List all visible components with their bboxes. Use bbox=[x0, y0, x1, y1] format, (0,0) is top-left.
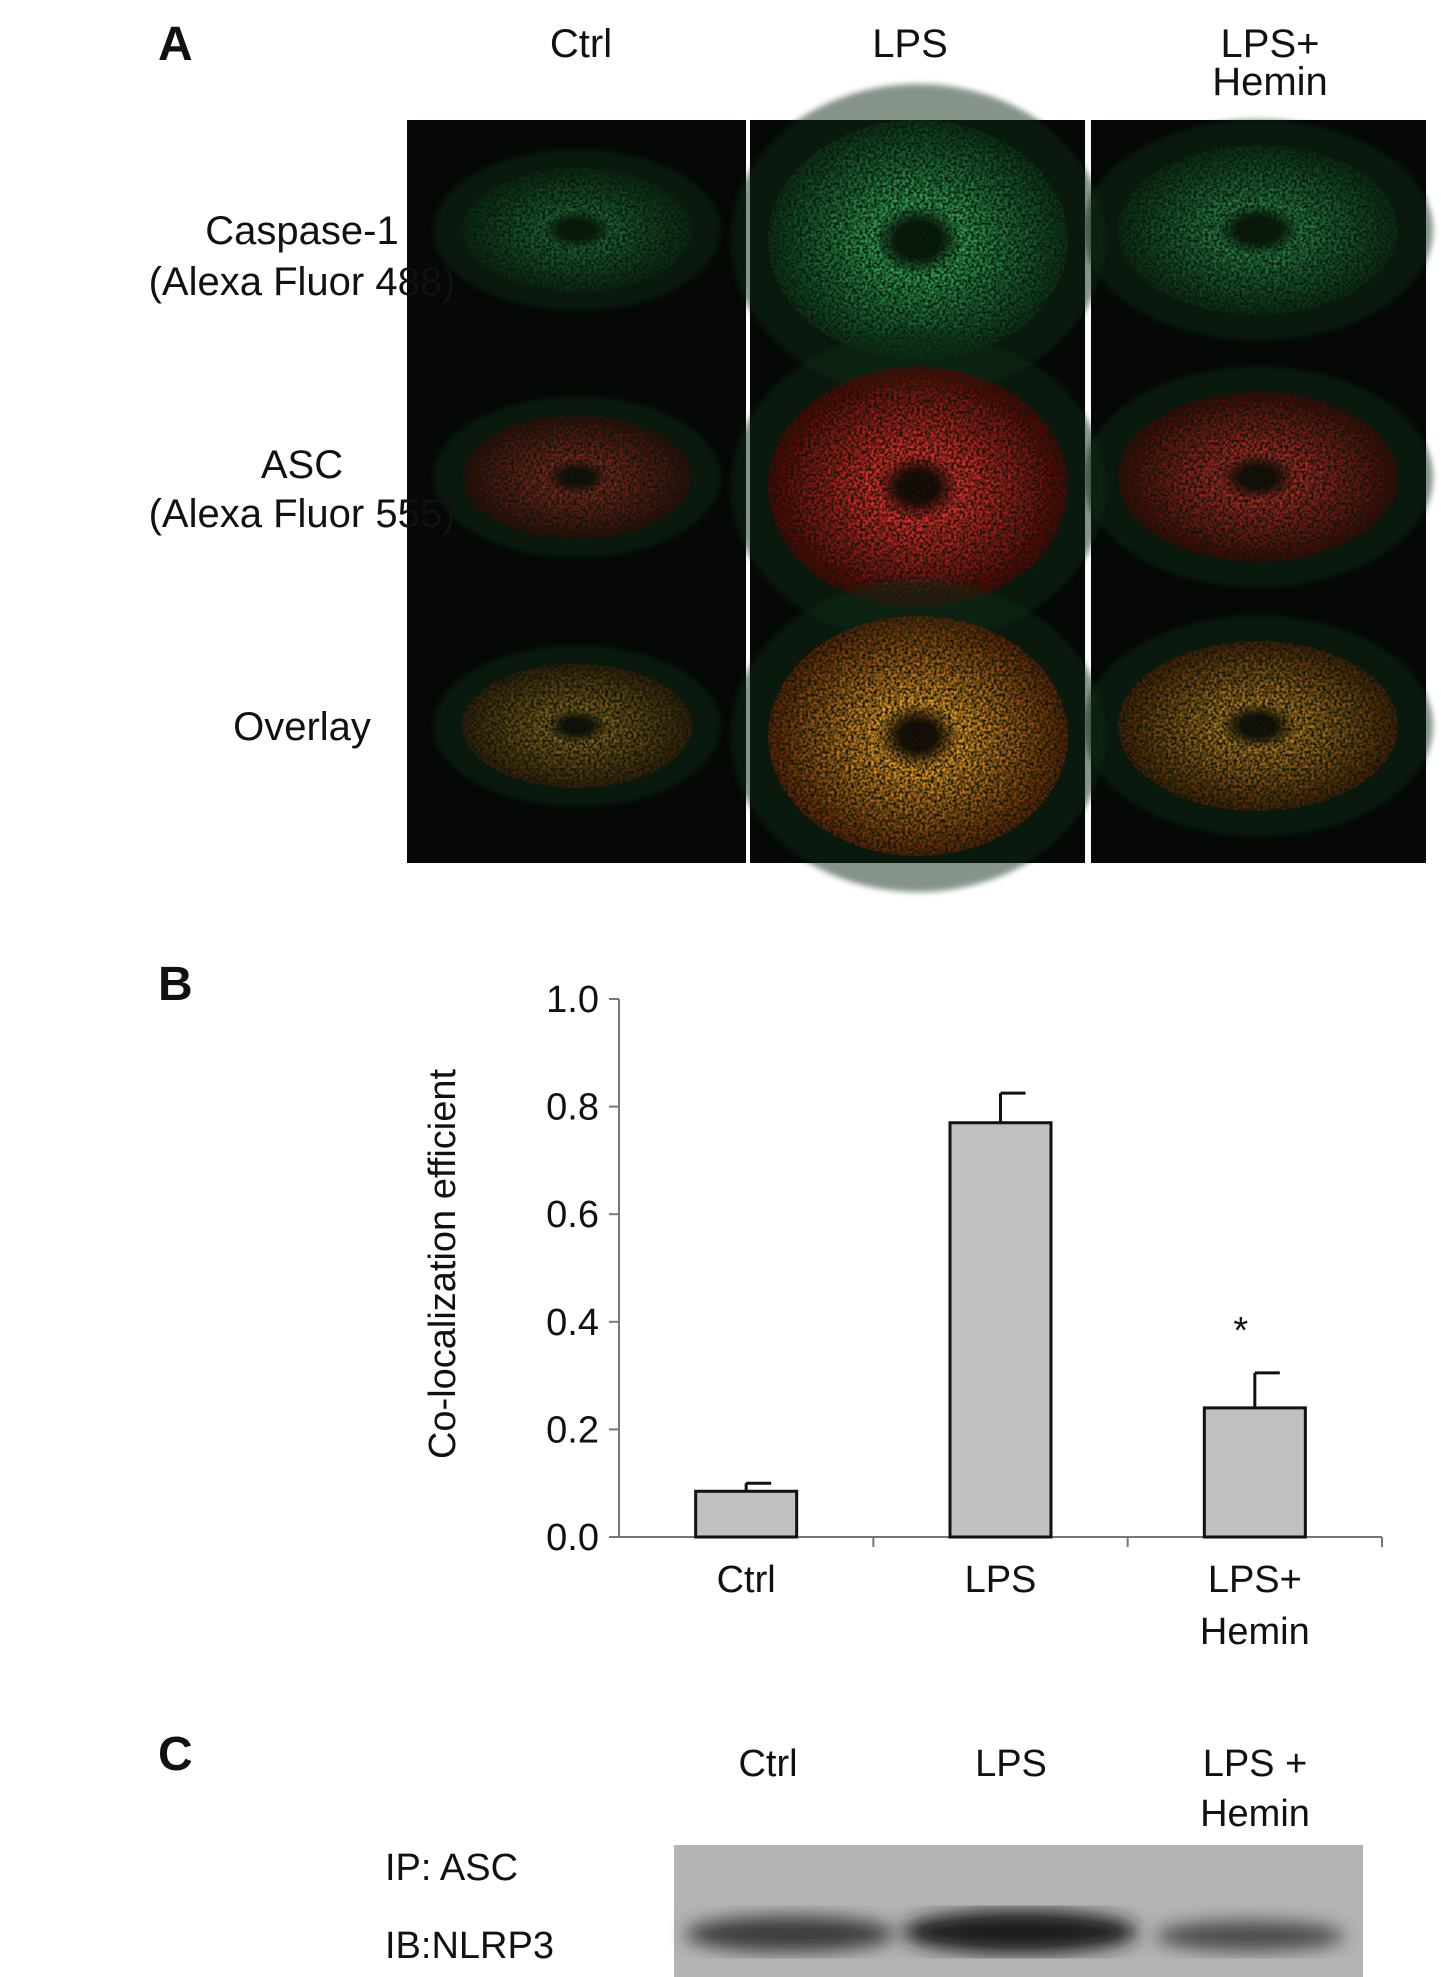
row-label: (Alexa Fluor 488) bbox=[149, 260, 456, 304]
y-tick-label: 0.0 bbox=[546, 1517, 599, 1559]
x-tick-label: LPS+ Hemin bbox=[1200, 1559, 1310, 1653]
row-label: ASC bbox=[261, 443, 343, 487]
panel-letter: A bbox=[158, 18, 193, 71]
cell bbox=[1118, 145, 1398, 315]
blot-bands bbox=[685, 1910, 1345, 1954]
y-tick-label: 0.2 bbox=[546, 1409, 599, 1451]
cell bbox=[768, 616, 1068, 856]
row-label: (Alexa Fluor 555) bbox=[149, 492, 456, 536]
row-label: IB:NLRP3 bbox=[385, 1925, 554, 1967]
x-tick-label: LPS bbox=[965, 1559, 1037, 1601]
column-label: LPS+ Hemin bbox=[1212, 22, 1328, 104]
column-label: LPS bbox=[975, 1743, 1047, 1785]
y-tick-label: 0.4 bbox=[546, 1302, 599, 1344]
row-label: IP: ASC bbox=[385, 1847, 518, 1889]
cell bbox=[462, 168, 692, 292]
micrographs bbox=[407, 84, 1433, 892]
row-label: Caspase-1 bbox=[205, 209, 398, 253]
y-tick-label: 0.8 bbox=[546, 1087, 599, 1129]
cell bbox=[768, 367, 1068, 607]
bar bbox=[1202, 1406, 1307, 1539]
row-label: Overlay bbox=[233, 705, 371, 749]
cell bbox=[1118, 641, 1398, 811]
annotation: * bbox=[1233, 1310, 1248, 1352]
column-label: LPS + Hemin bbox=[1200, 1743, 1310, 1835]
bar bbox=[948, 1121, 1053, 1539]
column-label: Ctrl bbox=[738, 1743, 797, 1785]
panel-letter: C bbox=[158, 1728, 193, 1781]
y-tick-label: 1.0 bbox=[546, 979, 599, 1021]
cell bbox=[462, 664, 692, 788]
y-axis-title: Co-localization efficient bbox=[422, 1069, 464, 1459]
panel-letter: B bbox=[158, 958, 193, 1011]
panel-c: C Ctrl LPS LPS + Hemin IP: ASC IB:NLRP3 bbox=[158, 1728, 1363, 1977]
panel-a: A Ctrl LPS LPS+ Hemin Caspase-1 (Alexa Fluor … bbox=[149, 18, 1433, 892]
bar bbox=[694, 1489, 799, 1539]
column-label: LPS bbox=[872, 22, 948, 66]
cell bbox=[1118, 392, 1398, 562]
cell bbox=[462, 415, 692, 539]
panel-b: B 0.0 0.2 0.4 0.6 0.8 1.0 Ctrl LPS LPS+ Hemin * Co-… bbox=[158, 958, 1383, 1653]
x-tick-label: Ctrl bbox=[717, 1559, 776, 1601]
cell bbox=[768, 120, 1068, 360]
column-label: Ctrl bbox=[550, 22, 612, 66]
y-tick-label: 0.6 bbox=[546, 1194, 599, 1236]
